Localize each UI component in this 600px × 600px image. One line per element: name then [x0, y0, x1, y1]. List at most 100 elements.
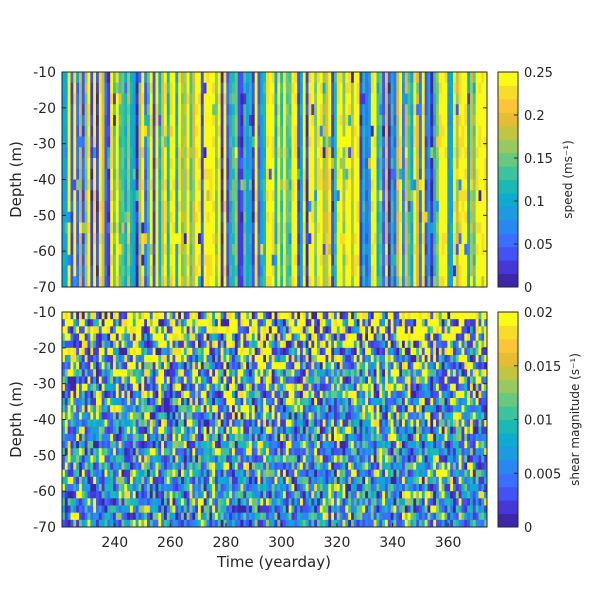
- shear-cell: [192, 383, 196, 392]
- speed-cell: [124, 254, 128, 266]
- shear-cell: [237, 512, 241, 521]
- colorbar-swatch: [498, 250, 518, 254]
- shear-cell: [195, 498, 199, 506]
- speed-cell: [76, 115, 80, 127]
- speed-cell: [376, 168, 380, 180]
- shear-cell: [70, 376, 74, 385]
- speed-cell: [447, 211, 451, 223]
- speed-cell: [407, 147, 411, 159]
- shear-cell: [237, 340, 241, 349]
- speed-cell: [152, 125, 156, 137]
- speed-cell: [81, 211, 86, 223]
- speed-cell: [138, 136, 142, 148]
- shear-cell: [62, 355, 66, 363]
- speed-cell: [297, 168, 301, 180]
- speed-cell: [365, 244, 369, 256]
- speed-cell: [441, 222, 445, 234]
- speed-cell: [308, 72, 312, 84]
- speed-cell: [107, 179, 111, 191]
- speed-cell: [161, 222, 165, 234]
- speed-cell: [268, 254, 273, 266]
- speed-cell: [101, 136, 105, 148]
- speed-cell: [475, 93, 479, 105]
- speed-cell: [118, 168, 122, 180]
- shear-cell: [96, 469, 100, 478]
- speed-cell: [226, 136, 230, 148]
- speed-cell: [436, 265, 440, 277]
- speed-cell: [478, 190, 482, 202]
- shear-cell: [234, 512, 239, 521]
- shear-cell: [178, 390, 182, 399]
- shear-cell: [101, 312, 105, 320]
- speed-cell: [169, 201, 173, 213]
- shear-cell: [217, 362, 222, 370]
- shear-cell: [232, 433, 236, 442]
- speed-cell: [172, 211, 176, 223]
- speed-cell: [84, 276, 88, 288]
- speed-cell: [419, 233, 423, 245]
- speed-cell: [416, 125, 420, 137]
- shear-cell: [107, 319, 111, 327]
- speed-cell: [195, 190, 199, 202]
- speed-cell: [268, 244, 273, 256]
- speed-cell: [317, 93, 321, 105]
- speed-cell: [472, 82, 477, 94]
- speed-cell: [407, 104, 411, 116]
- speed-cell: [138, 244, 142, 256]
- speed-cell: [107, 211, 111, 223]
- speed-cell: [87, 168, 91, 180]
- shear-cell: [124, 347, 128, 356]
- speed-cell: [441, 104, 445, 116]
- colorbar-swatch: [498, 243, 518, 248]
- speed-cell: [132, 233, 137, 245]
- shear-cell: [155, 455, 159, 463]
- shear-cell: [93, 362, 97, 370]
- speed-cell: [353, 82, 358, 94]
- speed-cell: [64, 244, 69, 256]
- shear-cell: [73, 441, 77, 449]
- speed-cell: [484, 254, 488, 266]
- speed-cell: [141, 222, 145, 234]
- speed-cell: [339, 211, 343, 223]
- speed-cell: [90, 233, 94, 245]
- shear-cell: [124, 362, 128, 370]
- speed-cell: [178, 254, 182, 266]
- speed-cell: [254, 115, 258, 127]
- shear-cell: [189, 383, 193, 392]
- shear-cell: [215, 448, 219, 456]
- speed-cell: [226, 104, 230, 116]
- speed-cell: [175, 254, 179, 266]
- speed-cell: [93, 201, 97, 213]
- speed-cell: [240, 93, 244, 105]
- speed-cell: [70, 211, 74, 223]
- speed-cell: [342, 276, 346, 288]
- speed-cell: [79, 179, 83, 191]
- shear-cell: [175, 369, 179, 377]
- shear-cell: [223, 498, 227, 506]
- shear-cell: [164, 426, 168, 435]
- shear-cell: [169, 491, 173, 499]
- shear-cell: [124, 512, 128, 521]
- speed-cell: [135, 136, 139, 148]
- speed-cell: [220, 179, 224, 191]
- shear-cell: [164, 512, 168, 521]
- speed-cell: [110, 276, 114, 288]
- speed-cell: [302, 211, 307, 223]
- colorbar-swatch: [498, 253, 518, 258]
- shear-cell: [209, 312, 213, 320]
- shear-cell: [132, 333, 137, 342]
- shear-cell: [152, 347, 156, 356]
- speed-cell: [198, 201, 202, 213]
- speed-cell: [200, 72, 205, 84]
- shear-cell: [124, 390, 128, 399]
- speed-cell: [302, 179, 307, 191]
- shear-cell: [158, 419, 162, 428]
- shear-cell: [181, 347, 185, 356]
- speed-cell: [419, 136, 423, 148]
- speed-cell: [144, 201, 148, 213]
- shear-cell: [178, 448, 182, 456]
- speed-cell: [283, 147, 287, 159]
- speed-cell: [362, 93, 366, 105]
- shear-cell: [107, 433, 111, 442]
